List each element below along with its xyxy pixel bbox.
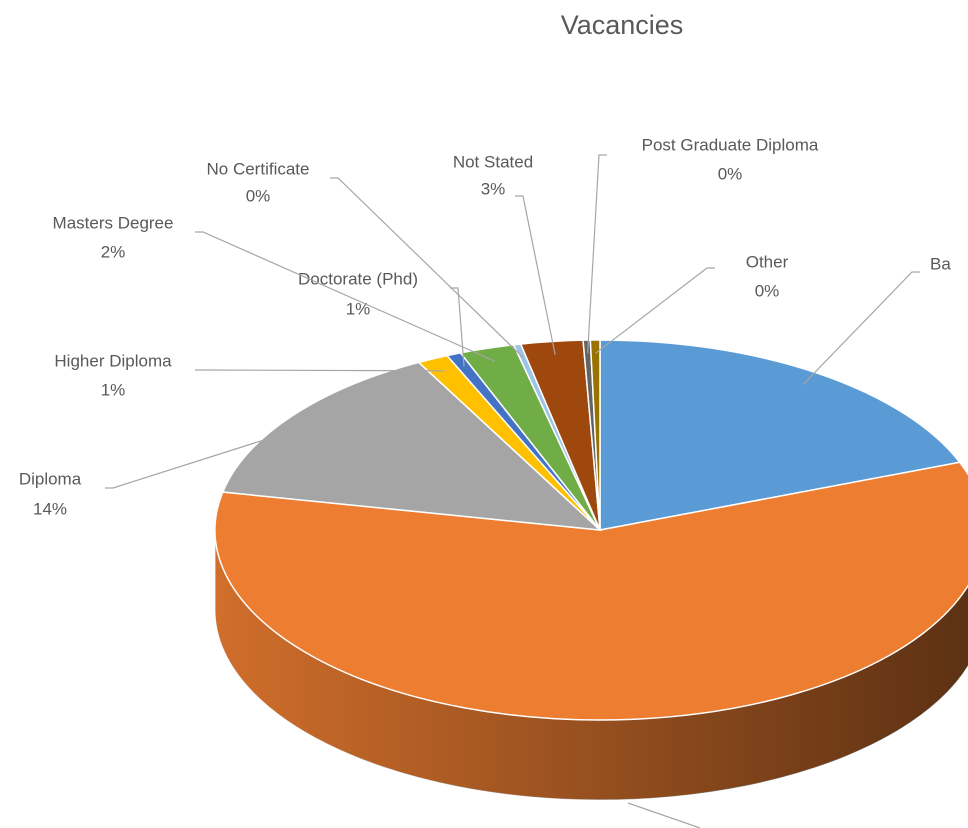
leader-line xyxy=(195,369,445,372)
leader-line xyxy=(802,271,920,385)
leader-line xyxy=(587,154,607,354)
leader-line xyxy=(450,287,465,367)
slice-label: Diploma xyxy=(19,469,82,488)
chart-title: Vacancies xyxy=(561,10,684,40)
slice-label: Post Graduate Diploma xyxy=(642,135,819,154)
slice-label: No Certificate xyxy=(207,159,310,178)
slice-value-label: 1% xyxy=(346,299,371,318)
slice-label: Doctorate (Phd) xyxy=(298,269,418,288)
leader-line xyxy=(627,802,701,828)
leader-line xyxy=(195,231,495,362)
side-shade xyxy=(215,530,968,800)
slice-value-label: 0% xyxy=(718,164,743,183)
slice xyxy=(214,461,968,721)
leader-line xyxy=(595,267,715,354)
slice-value-label: 1% xyxy=(101,380,126,399)
slice-label: Higher Diploma xyxy=(54,351,172,370)
slice-value-label: 0% xyxy=(246,186,271,205)
slice-value-label: 2% xyxy=(101,242,126,261)
slice-label: Not Stated xyxy=(453,152,533,171)
slice-value-label: 0% xyxy=(755,281,780,300)
slice xyxy=(599,339,962,531)
leader-line xyxy=(515,195,556,355)
slice-label: Other xyxy=(746,252,789,271)
slice xyxy=(589,339,601,531)
slice-label: Masters Degree xyxy=(53,213,174,232)
leader-line xyxy=(105,423,314,489)
slice-label: Ba xyxy=(930,254,951,273)
slice-value-label: 14% xyxy=(33,499,67,518)
leader-line xyxy=(330,177,524,358)
slice-value-label: 3% xyxy=(481,179,506,198)
